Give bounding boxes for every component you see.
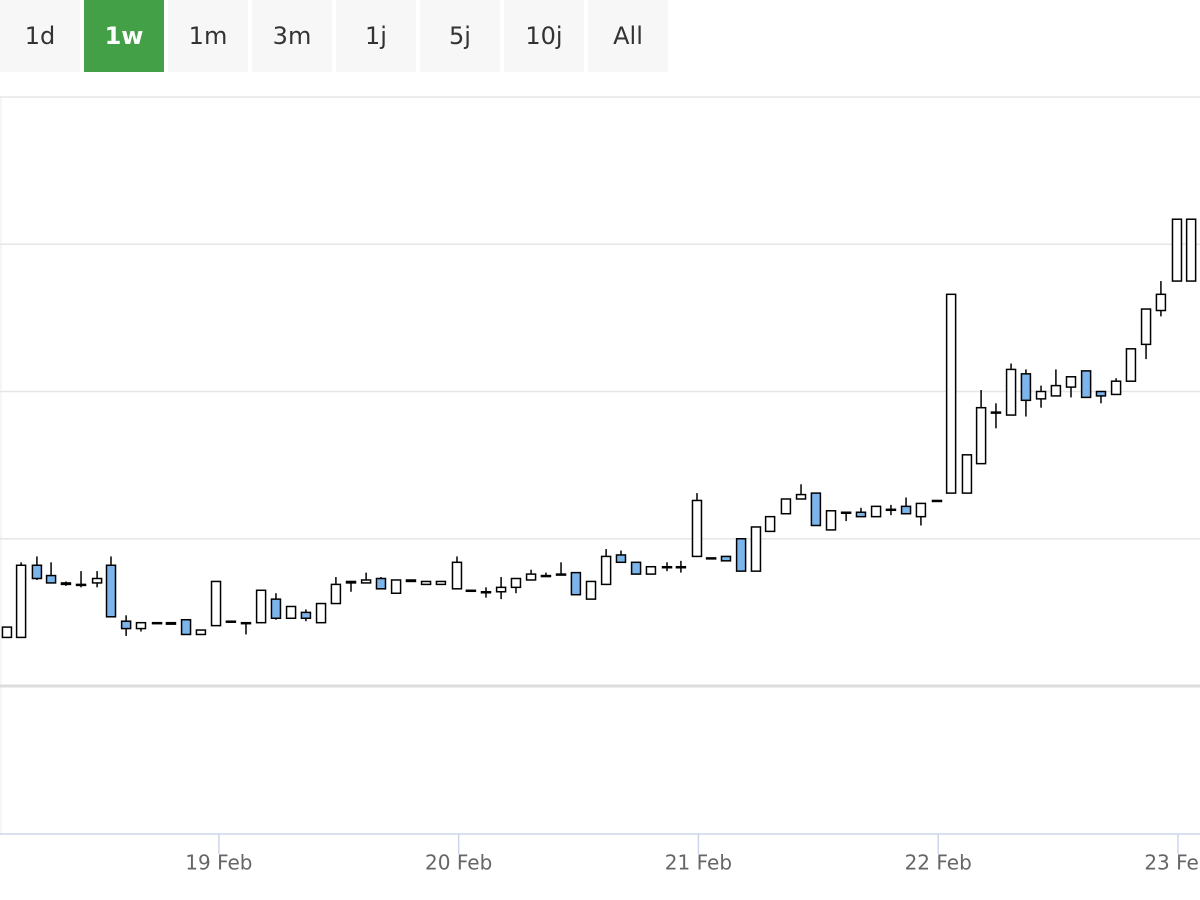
candle-body [45, 574, 57, 584]
candle-body [795, 493, 807, 500]
candle-body [15, 564, 27, 639]
candle-body [480, 591, 492, 594]
candle-body [465, 589, 477, 593]
candle-body [330, 583, 342, 605]
candle-body [915, 502, 927, 518]
candle-body [1095, 390, 1107, 397]
candle-body [1065, 376, 1077, 388]
candle-body [495, 586, 507, 593]
range-button[interactable]: 1d [0, 0, 80, 72]
candle-body [975, 406, 987, 465]
candle-body [165, 621, 177, 625]
candle-body [645, 565, 657, 575]
candle-body [945, 293, 957, 494]
candle-body [1020, 373, 1032, 402]
candle-body [31, 564, 43, 580]
candle-body [405, 579, 417, 583]
candle-body [840, 511, 852, 514]
candle-body [961, 454, 973, 494]
x-tick-label: 22 Feb [905, 851, 972, 875]
candle-body [855, 511, 867, 518]
candle-body [195, 629, 207, 636]
candle-body [630, 561, 642, 575]
candle-body [60, 582, 72, 586]
candle-body [240, 621, 252, 625]
candle-body [720, 555, 732, 562]
candle-body [1080, 370, 1092, 399]
candle-body [451, 561, 463, 590]
candle-body [510, 577, 522, 589]
candle-body [615, 554, 627, 564]
range-button[interactable]: 1w [84, 0, 164, 72]
candle-body [810, 492, 822, 527]
candle-body [540, 574, 552, 578]
range-button[interactable]: 5j [420, 0, 500, 72]
candle-body [1185, 218, 1197, 282]
candle-body [435, 580, 447, 586]
candle-body [151, 621, 163, 625]
range-button[interactable]: 3m [252, 0, 332, 72]
candle-body [300, 611, 312, 620]
x-tick-label: 19 Feb [185, 851, 252, 875]
candle-body [91, 577, 103, 584]
candle-body [1155, 293, 1167, 312]
candle-body [360, 579, 372, 584]
candle-body [225, 620, 237, 623]
candle-body [1140, 308, 1152, 346]
candle-body [885, 508, 897, 512]
candle-body [270, 598, 282, 620]
candle-body [420, 580, 432, 586]
candle-body [691, 499, 703, 558]
candle-body [1110, 380, 1122, 396]
candle-body [870, 505, 882, 518]
candle-body [1050, 384, 1062, 397]
candle-body [555, 573, 567, 576]
candle-body [1125, 348, 1137, 382]
candle-body [735, 538, 747, 572]
candle-body [661, 565, 673, 569]
candle-body [990, 411, 1002, 414]
candle-body [1035, 390, 1047, 400]
x-tick-label: 21 Feb [665, 851, 732, 875]
candle-body [570, 571, 582, 596]
candle-body [750, 526, 762, 572]
candle-body [315, 602, 327, 624]
candle-body [180, 618, 192, 636]
candle-body [135, 621, 147, 630]
candle-body [900, 505, 912, 515]
candle-body [705, 557, 717, 560]
candle-body [255, 589, 267, 624]
candle-body [825, 510, 837, 531]
x-tick-label: 20 Feb [425, 851, 492, 875]
candle-body [75, 583, 87, 587]
candle-body [585, 580, 597, 600]
range-button[interactable]: 10j [504, 0, 584, 72]
candle-body [210, 580, 222, 627]
x-tick-label: 23 Feb [1144, 851, 1200, 875]
range-button[interactable]: All [588, 0, 668, 72]
range-selector: 1d 1w 1m 3m 1j 5j 10j All [0, 0, 668, 72]
range-button[interactable]: 1m [168, 0, 248, 72]
candle-body [1005, 368, 1017, 416]
candle-body [675, 565, 687, 569]
candle-body [105, 564, 117, 618]
candle-body [764, 515, 776, 533]
candle-body [285, 605, 297, 620]
range-button[interactable]: 1j [336, 0, 416, 72]
candle-body [375, 577, 387, 590]
candle-body [390, 579, 402, 594]
candle-body [780, 498, 792, 515]
candle-body [525, 573, 537, 581]
candle-body [345, 580, 357, 584]
candle-body [1171, 218, 1183, 282]
candle-body [931, 499, 943, 503]
candle-body [120, 620, 132, 630]
candle-body [1, 626, 13, 639]
candle-body [600, 555, 612, 586]
